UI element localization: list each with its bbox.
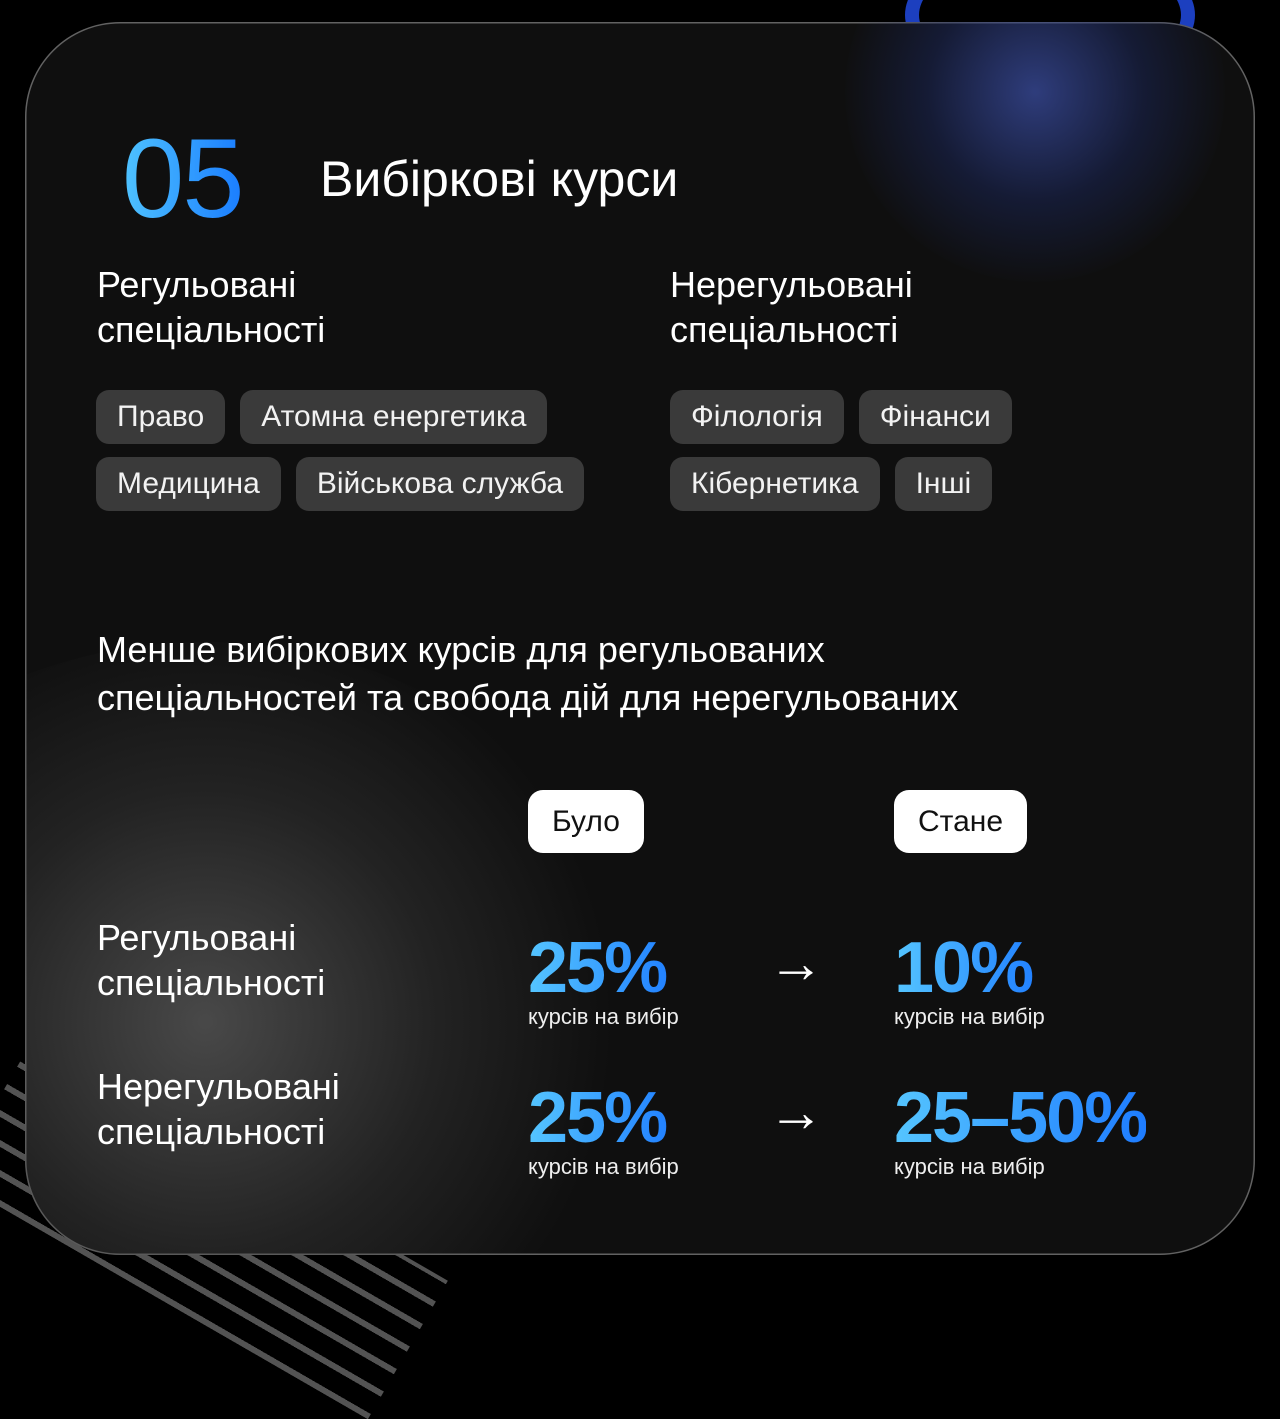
unregulated-heading: Нерегульовані спеціальності <box>670 262 913 352</box>
chip: Медицина <box>96 457 281 511</box>
label-line: Нерегульовані <box>97 1066 340 1107</box>
heading-line: Нерегульовані <box>670 264 913 305</box>
caption: курсів на вибір <box>894 1004 1045 1029</box>
arrow-right-icon: → <box>768 931 824 994</box>
before-value: 25% курсів на вибір <box>528 1082 679 1180</box>
label-line: спеціальності <box>97 962 326 1003</box>
row-label-unregulated: Нерегульовані спеціальності <box>97 1064 340 1154</box>
heading-line: Регульовані <box>97 264 297 305</box>
row-label-regulated: Регульовані спеціальності <box>97 915 325 1005</box>
caption: курсів на вибір <box>894 1154 1045 1179</box>
info-card: 05 Вибіркові курси Регульовані спеціальн… <box>25 22 1255 1255</box>
caption: курсів на вибір <box>528 1004 679 1029</box>
percent: 25% <box>528 1082 679 1154</box>
summary-text: Менше вибіркових курсів для регульованих… <box>97 626 1157 722</box>
summary-line: спеціальностей та свобода дій для нерегу… <box>97 677 959 718</box>
label-line: спеціальності <box>97 1111 326 1152</box>
after-value: 25–50% курсів на вибір <box>894 1078 1148 1180</box>
after-value: 10% курсів на вибір <box>894 932 1045 1030</box>
heading-line: спеціальності <box>97 309 326 350</box>
after-label: Стане <box>894 790 1028 853</box>
chip: Військова служба <box>295 457 585 511</box>
chip: Атомна енергетика <box>240 390 548 444</box>
percent: 10% <box>894 932 1045 1004</box>
chip: Інші <box>894 457 993 511</box>
arrow-right-icon: → <box>768 1080 824 1143</box>
chip: Філологія <box>670 390 844 444</box>
blue-glow <box>845 22 1225 282</box>
label-line: Регульовані <box>97 917 297 958</box>
percent: 25% <box>528 932 679 1004</box>
regulated-chips: Право Атомна енергетика Медицина Військо… <box>96 390 656 511</box>
unregulated-chips: Філологія Фінанси Кібернетика Інші <box>670 390 1070 511</box>
percent: 25–50% <box>894 1078 1148 1158</box>
caption: курсів на вибір <box>528 1154 679 1179</box>
page-title: Вибіркові курси <box>320 151 679 207</box>
section-number: 05 <box>122 114 245 244</box>
before-label: Було <box>528 790 644 853</box>
regulated-heading: Регульовані спеціальності <box>97 262 325 352</box>
before-value: 25% курсів на вибір <box>528 932 679 1030</box>
heading-line: спеціальності <box>670 309 899 350</box>
summary-line: Менше вибіркових курсів для регульованих <box>97 629 825 670</box>
chip: Фінанси <box>858 390 1012 444</box>
chip: Право <box>96 390 226 444</box>
chip: Кібернетика <box>670 457 880 511</box>
